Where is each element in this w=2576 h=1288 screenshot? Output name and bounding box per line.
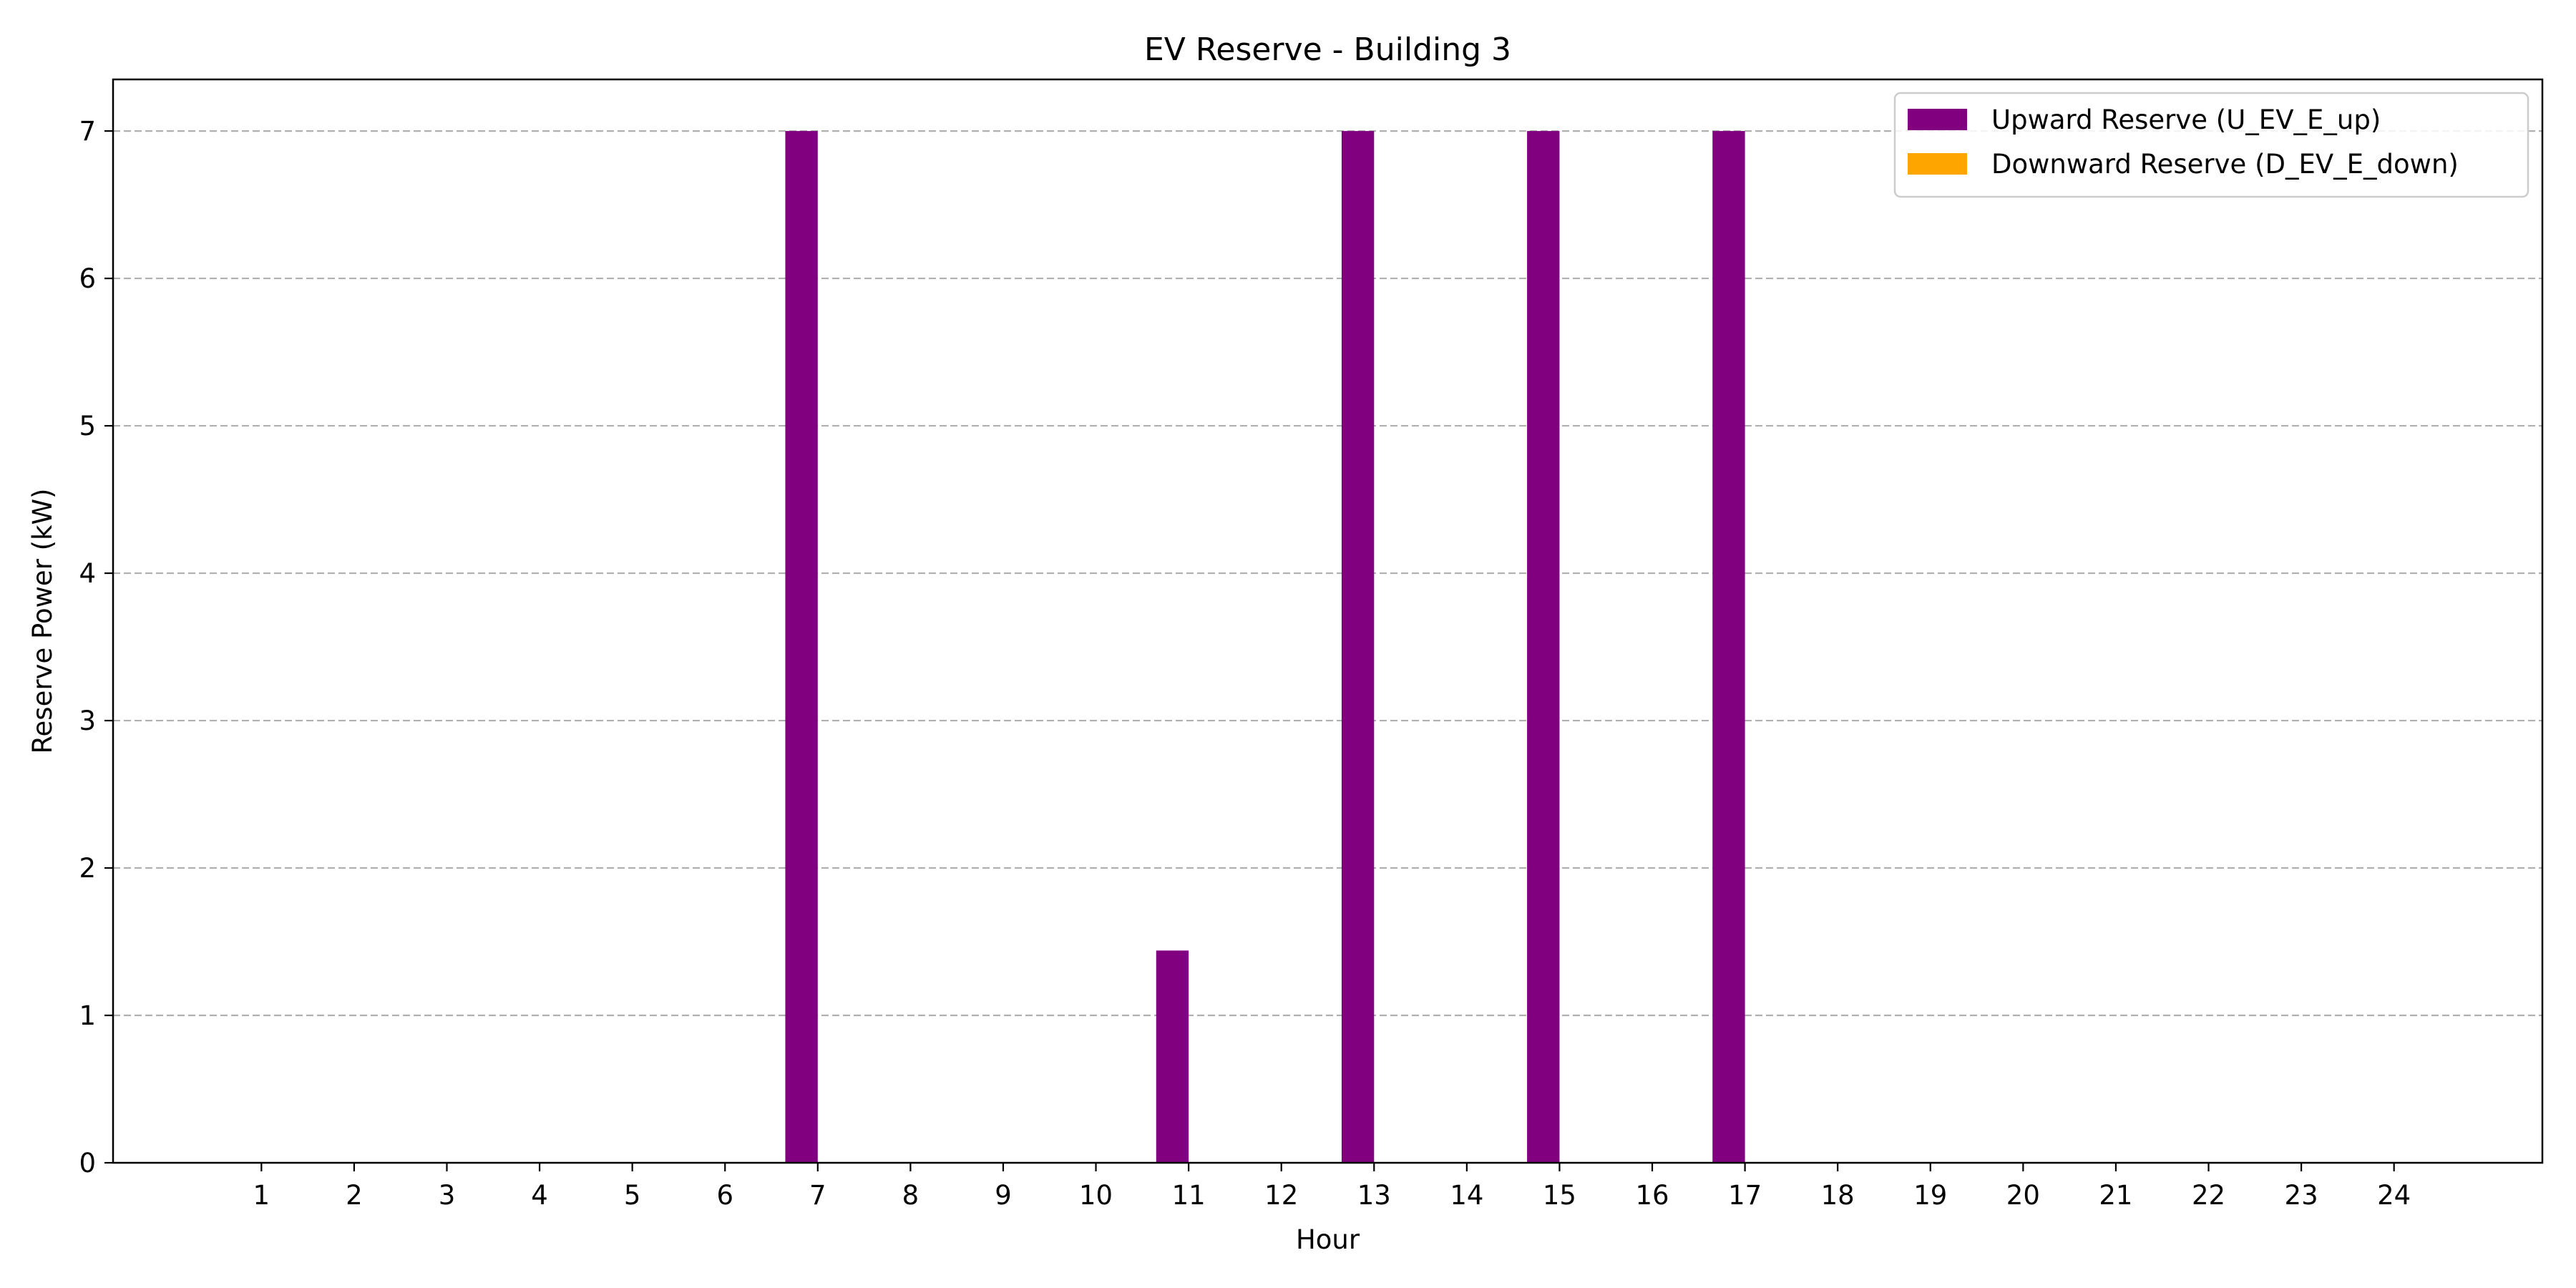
x-tick-label: 1 [253, 1180, 270, 1211]
x-tick-label: 14 [1450, 1180, 1483, 1211]
y-tick-label: 4 [79, 558, 96, 589]
x-tick-label: 7 [809, 1180, 826, 1211]
y-axis-title: Reserve Power (kW) [27, 489, 58, 754]
y-axis: 0 1 2 3 4 5 6 7 [79, 116, 113, 1179]
x-tick-label: 6 [716, 1180, 733, 1211]
x-axis: 1 2 3 4 5 6 7 8 9 10 11 12 13 14 15 16 17 18 19 20 21 22 23 24 [253, 1163, 2411, 1211]
x-tick-label: 22 [2192, 1180, 2225, 1211]
x-axis-title: Hour [1296, 1224, 1360, 1255]
legend-label-upward: Upward Reserve (U_EV_E_up) [1991, 104, 2381, 135]
legend-swatch-downward [1908, 153, 1967, 175]
bar-upward [1527, 131, 1560, 1163]
gridlines [113, 130, 2542, 1017]
y-tick-label: 7 [79, 116, 96, 147]
x-tick-label: 2 [346, 1180, 363, 1211]
y-tick-label: 3 [79, 706, 96, 736]
x-tick-label: 10 [1079, 1180, 1113, 1211]
y-tick-label: 2 [79, 853, 96, 884]
bar-upward [785, 131, 818, 1163]
y-tick-label: 1 [79, 1000, 96, 1031]
y-tick-label: 0 [79, 1148, 96, 1179]
chart-title: EV Reserve - Building 3 [1144, 31, 1511, 68]
x-tick-label: 19 [1913, 1180, 1947, 1211]
x-tick-label: 21 [2099, 1180, 2132, 1211]
x-tick-label: 16 [1635, 1180, 1669, 1211]
bar-upward [1712, 131, 1745, 1163]
legend-box [1893, 92, 2529, 198]
legend-swatch-upward [1908, 109, 1967, 130]
x-tick-label: 24 [2377, 1180, 2411, 1211]
x-tick-label: 20 [2006, 1180, 2040, 1211]
x-tick-label: 4 [531, 1180, 548, 1211]
x-tick-label: 11 [1172, 1180, 1206, 1211]
x-tick-label: 13 [1357, 1180, 1391, 1211]
legend-label-downward: Downward Reserve (D_EV_E_down) [1991, 149, 2459, 180]
plot-frame [112, 78, 2544, 1164]
x-tick-label: 8 [902, 1180, 919, 1211]
y-tick-label: 5 [79, 411, 96, 441]
x-tick-label: 15 [1543, 1180, 1576, 1211]
y-tick-label: 6 [79, 263, 96, 294]
x-tick-label: 9 [995, 1180, 1012, 1211]
bar-upward [1156, 950, 1189, 1163]
x-tick-label: 12 [1264, 1180, 1298, 1211]
x-tick-label: 5 [624, 1180, 641, 1211]
legend: Upward Reserve (U_EV_E_up) Downward Rese… [1893, 92, 2529, 198]
x-tick-label: 23 [2285, 1180, 2318, 1211]
bar-upward [1341, 131, 1375, 1163]
bars [785, 131, 1745, 1163]
x-tick-label: 3 [439, 1180, 456, 1211]
x-tick-label: 17 [1728, 1180, 1762, 1211]
x-tick-label: 18 [1821, 1180, 1855, 1211]
